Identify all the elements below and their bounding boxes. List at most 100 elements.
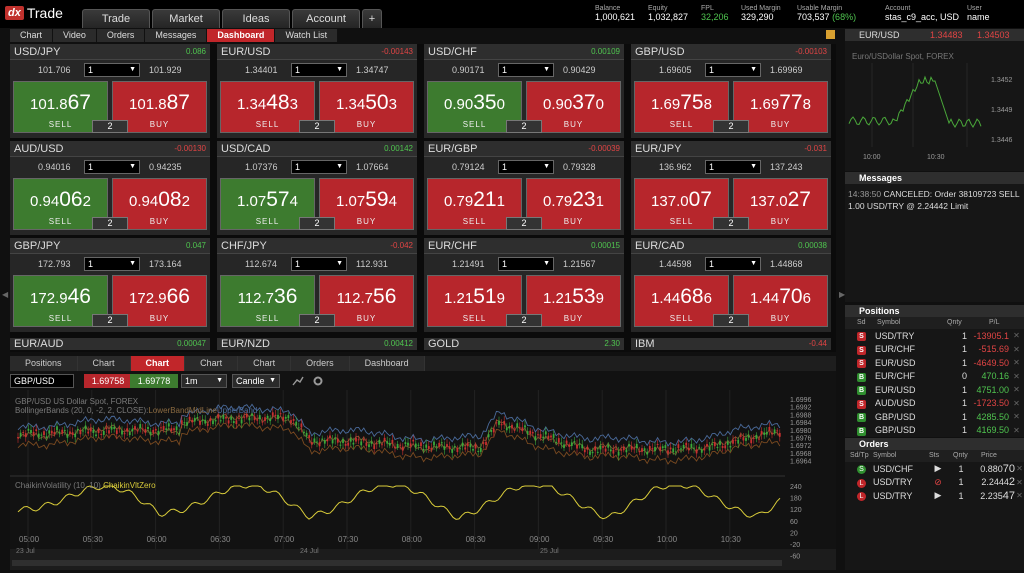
- order-qty: 1: [958, 463, 964, 474]
- candle-body: [713, 442, 716, 447]
- subtab-watch-list[interactable]: Watch List: [275, 29, 339, 42]
- panel-menu-icon[interactable]: [826, 30, 835, 39]
- chart-bid[interactable]: 1.69758: [84, 374, 132, 388]
- order-row[interactable]: L USD/TRY ⊘ 1 2.24442 ✕: [845, 476, 1024, 490]
- chart-type-select[interactable]: Candle ▼: [232, 374, 280, 388]
- candle-body: [331, 439, 334, 444]
- buy-button[interactable]: 1.69778 BUY: [733, 81, 828, 133]
- gear-icon[interactable]: [312, 375, 324, 387]
- chart-tab-positions[interactable]: Positions: [10, 356, 78, 371]
- chart-period-select[interactable]: 1m ▼: [181, 374, 227, 388]
- stat-label: Used Margin: [741, 5, 781, 12]
- close-icon[interactable]: ✕: [1016, 464, 1023, 474]
- tile-quantity-select[interactable]: 1 ▼: [291, 160, 347, 174]
- close-icon[interactable]: ✕: [1013, 385, 1020, 395]
- chevron-down-icon: ▼: [750, 260, 757, 267]
- order-row[interactable]: S USD/CHF ▶ 1 0.88070 ✕: [845, 462, 1024, 476]
- candle-body: [58, 431, 61, 433]
- tab-market[interactable]: Market: [152, 9, 220, 28]
- candle-body: [734, 439, 737, 441]
- sell-button[interactable]: 1.07574 SELL: [220, 178, 315, 230]
- close-icon[interactable]: ✕: [1013, 371, 1020, 381]
- chart-tab-chart[interactable]: Chart: [77, 356, 131, 371]
- tab-trade[interactable]: Trade: [82, 9, 150, 28]
- position-row[interactable]: S USD/TRY 1 -13905.1 ✕: [845, 329, 1024, 343]
- chart-tab-orders[interactable]: Orders: [291, 356, 350, 371]
- subtab-video[interactable]: Video: [53, 29, 97, 42]
- chart-symbol-input[interactable]: GBP/USD: [10, 374, 74, 388]
- subtab-orders[interactable]: Orders: [96, 29, 146, 42]
- tile-quantity-select[interactable]: 1 ▼: [498, 63, 554, 77]
- tile-quantity-select[interactable]: 1 ▼: [705, 63, 761, 77]
- position-row[interactable]: B EUR/USD 1 4751.00 ✕: [845, 383, 1024, 397]
- collapse-right-icon[interactable]: ▶: [839, 290, 846, 299]
- buy-button[interactable]: 112.756 BUY: [319, 275, 414, 327]
- chart-scrollbar-thumb[interactable]: [12, 560, 782, 566]
- mini-price-tick: 1.3452: [991, 77, 1013, 84]
- close-icon[interactable]: ✕: [1013, 398, 1020, 408]
- position-symbol: EUR/CHF: [875, 371, 915, 382]
- tile-quantity-select[interactable]: 1 ▼: [291, 257, 347, 271]
- sell-label: SELL: [48, 120, 73, 129]
- add-tab-button[interactable]: +: [362, 9, 382, 28]
- buy-price-prefix: 1.44: [750, 290, 780, 307]
- subtab-dashboard[interactable]: Dashboard: [207, 29, 276, 42]
- line-tool-icon[interactable]: [292, 375, 304, 387]
- tile-quantity-select[interactable]: 1 ▼: [498, 257, 554, 271]
- order-row[interactable]: L USD/TRY ▶ 1 2.23547 ✕: [845, 489, 1024, 503]
- candle-body: [776, 430, 779, 432]
- close-icon[interactable]: ✕: [1013, 425, 1020, 435]
- close-icon[interactable]: ✕: [1016, 477, 1023, 487]
- tile-quantity-select[interactable]: 1 ▼: [705, 257, 761, 271]
- position-row[interactable]: B GBP/USD 1 4169.50 ✕: [845, 424, 1024, 438]
- stat-label: User: [967, 5, 982, 12]
- candle-body: [292, 419, 295, 421]
- message-item[interactable]: 14:38:50 CANCELED: Order 38109723 SELL 1…: [845, 184, 1024, 216]
- tile-quantity-select[interactable]: 1 ▼: [84, 160, 140, 174]
- time-tick: 08:00: [402, 535, 423, 544]
- candle-body: [399, 444, 402, 446]
- tile-spread: 2: [299, 217, 335, 230]
- buy-button[interactable]: 0.90370 BUY: [526, 81, 621, 133]
- position-row[interactable]: S AUD/USD 1 -1723.50 ✕: [845, 397, 1024, 411]
- tile-quantity-value: 1: [295, 65, 301, 75]
- tile-quantity-select[interactable]: 1 ▼: [84, 63, 140, 77]
- close-icon[interactable]: ✕: [1013, 344, 1020, 354]
- chart-tab-dashboard[interactable]: Dashboard: [349, 356, 425, 371]
- close-icon[interactable]: ✕: [1013, 331, 1020, 341]
- buy-price: 101.887: [113, 91, 206, 115]
- chart-ask[interactable]: 1.69778: [130, 374, 178, 388]
- candle-body: [617, 451, 620, 456]
- buy-button[interactable]: 1.34503 BUY: [319, 81, 414, 133]
- tile-quantity-select[interactable]: 1 ▼: [498, 160, 554, 174]
- chart-tab-chart[interactable]: Chart: [185, 356, 239, 371]
- candle-body: [35, 429, 38, 432]
- chevron-down-icon: ▼: [129, 163, 136, 170]
- tile-high: 0.94235: [149, 162, 182, 172]
- price-chart[interactable]: 05:00 05:30 06:00 06:30 07:00 07:30 08:00 08:30…: [10, 390, 836, 570]
- tab-account[interactable]: Account: [292, 9, 360, 28]
- collapse-left-icon[interactable]: ◀: [2, 290, 9, 299]
- candle-body: [128, 432, 131, 436]
- chart-tab-chart[interactable]: Chart: [238, 356, 292, 371]
- position-row[interactable]: S EUR/CHF 1 -515.69 ✕: [845, 343, 1024, 357]
- subtab-chart[interactable]: Chart: [10, 29, 54, 42]
- position-row[interactable]: B EUR/CHF 0 470.16 ✕: [845, 370, 1024, 384]
- subtab-messages[interactable]: Messages: [145, 29, 208, 42]
- close-icon[interactable]: ✕: [1016, 491, 1023, 501]
- tile-quantity-select[interactable]: 1 ▼: [291, 63, 347, 77]
- chart-scrollbar[interactable]: [10, 549, 836, 570]
- sell-button[interactable]: 101.867 SELL: [13, 81, 108, 133]
- close-icon[interactable]: ✕: [1013, 412, 1020, 422]
- col-symbol: Symbol: [877, 319, 901, 326]
- position-row[interactable]: S EUR/USD 1 -4649.50 ✕: [845, 356, 1024, 370]
- close-icon[interactable]: ✕: [1013, 358, 1020, 368]
- tile-spread: 2: [713, 217, 749, 230]
- tile-quantity-select[interactable]: 1 ▼: [705, 160, 761, 174]
- tile-quantity-select[interactable]: 1 ▼: [84, 257, 140, 271]
- tab-ideas[interactable]: Ideas: [222, 9, 290, 28]
- scroll-date: 24 Jul: [300, 548, 319, 555]
- chart-tab-chart[interactable]: Chart: [130, 356, 186, 371]
- position-row[interactable]: B GBP/USD 1 4285.50 ✕: [845, 410, 1024, 424]
- candle-body: [170, 428, 173, 432]
